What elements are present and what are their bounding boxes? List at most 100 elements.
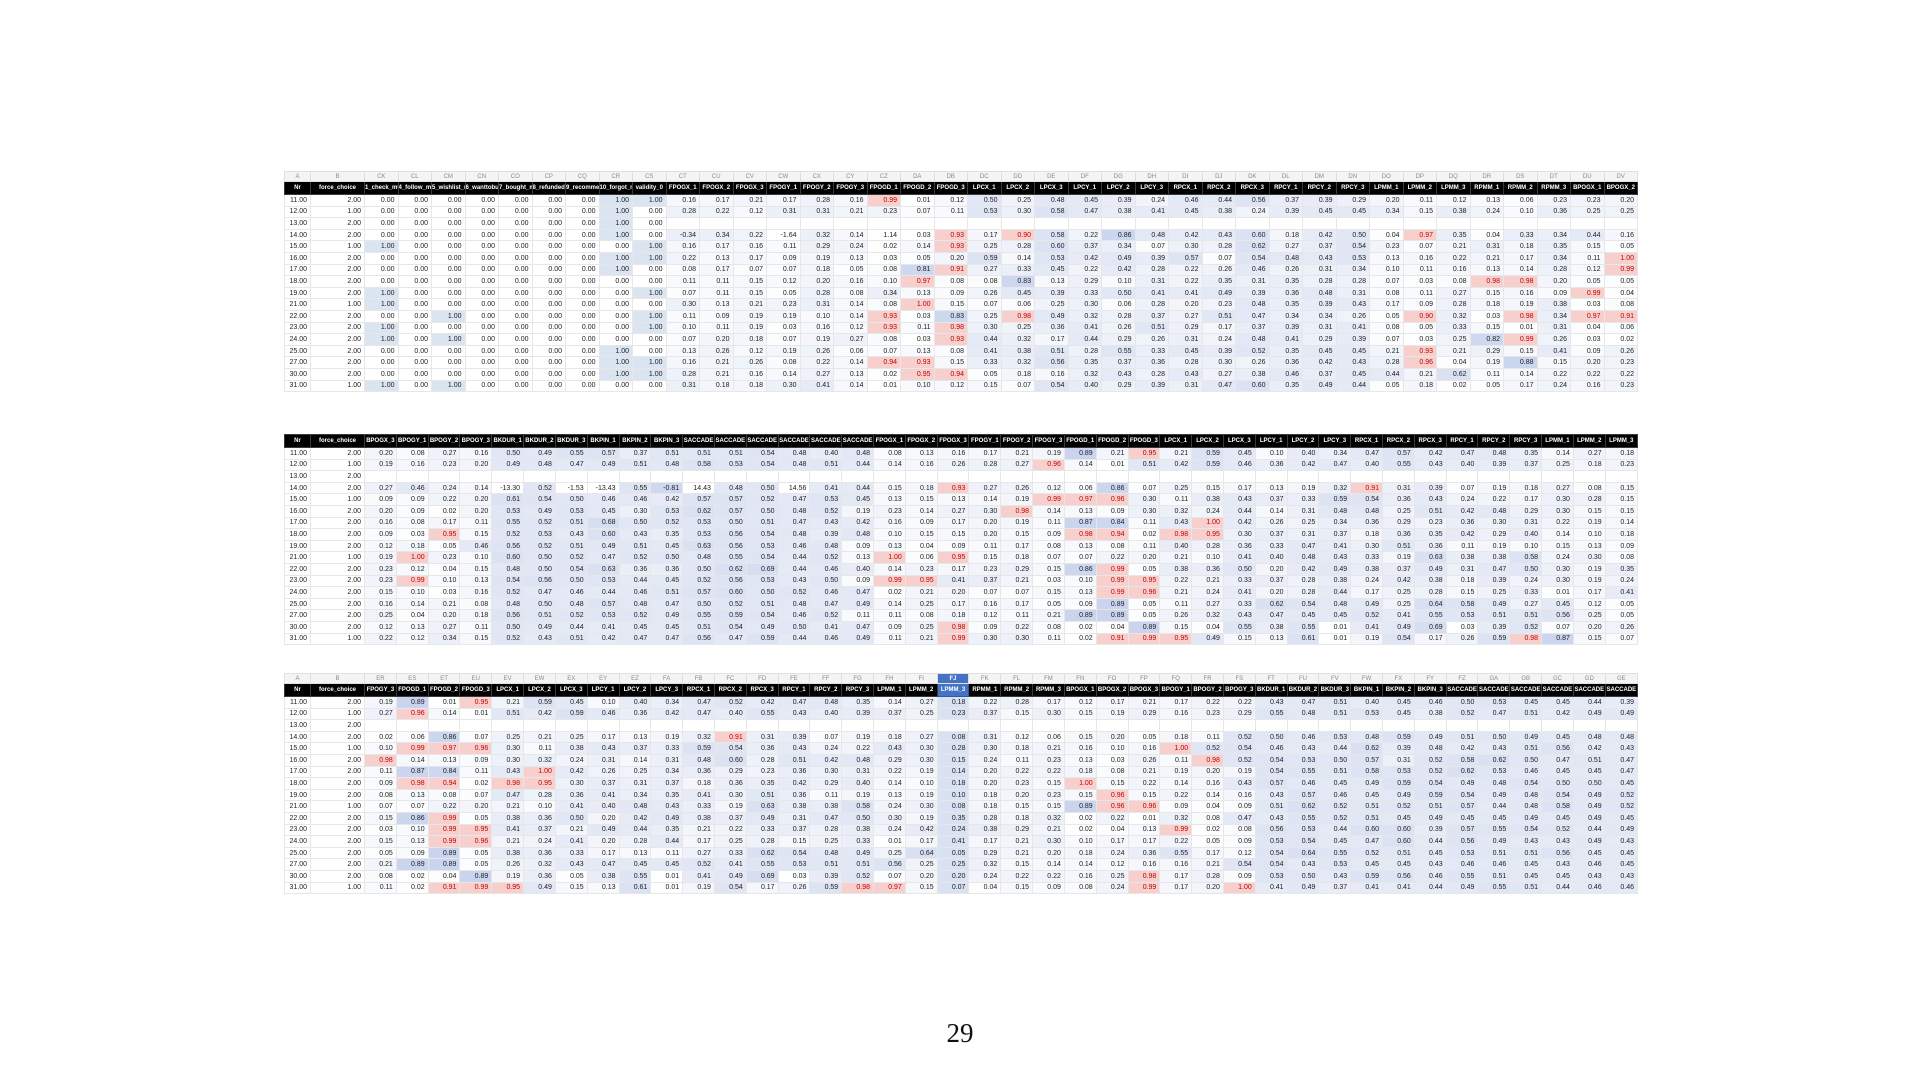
cell: 0.23: [364, 574, 397, 588]
cell: 0.24: [873, 800, 906, 813]
cell: 0.09: [1063, 597, 1097, 611]
cell: 0.38: [1201, 205, 1236, 219]
cell: 0.49: [491, 458, 525, 472]
cell: 0.43: [523, 632, 556, 646]
cell: 0.37: [777, 823, 811, 837]
cell: 0.11: [1000, 753, 1034, 767]
cell: 0.42: [586, 632, 620, 646]
column-letter: DV: [1603, 171, 1638, 182]
cell: 0.17: [1350, 586, 1383, 599]
table-row: 31.00 1.00 0.11 0.02 0.91 0.99 0.95 0.49 0.15 0.1…: [284, 881, 1639, 895]
cell: 0.57: [713, 493, 747, 506]
cell: 0.13: [1063, 753, 1097, 767]
column-header: LPCX_1: [1159, 434, 1193, 448]
cell: 0.35: [1201, 275, 1236, 288]
cell: 0.49: [1382, 620, 1415, 634]
cell: 0.21: [1436, 240, 1471, 253]
cell: 0.32: [968, 858, 1002, 871]
cell: 0.33: [1286, 493, 1320, 506]
column-header: RPCX_1: [1168, 181, 1203, 195]
cell: -1.64: [766, 228, 801, 242]
cell: 0.00: [632, 298, 667, 311]
cell: 0.53: [1445, 609, 1479, 622]
cell: 0.13: [873, 493, 906, 506]
row-number-cell: 21.00: [284, 800, 311, 813]
column-letter: DN: [1335, 171, 1370, 182]
cell: 0.45: [1509, 696, 1543, 709]
cell: 0.20: [968, 516, 1002, 530]
cell: 0.41: [1067, 321, 1102, 335]
cell: 0.42: [1286, 562, 1320, 576]
cell: [1604, 470, 1639, 483]
cell: [1541, 719, 1574, 732]
cell: 0.05: [1603, 240, 1638, 253]
cell: 0.19: [841, 730, 874, 744]
cell: 0.14: [1503, 263, 1538, 277]
cell: 0.30: [904, 742, 938, 755]
table-row: 22.00 2.00 0.15 0.86 0.99 0.05 0.38 0.36 0.50 0.2…: [284, 811, 1639, 825]
cell: 0.08: [904, 609, 938, 622]
cell: 0.25: [904, 858, 938, 871]
cell: 0.14: [873, 696, 906, 709]
column-header: 5_wishlist_mt: [431, 181, 466, 195]
column-header: RPCY_1: [1445, 434, 1479, 448]
cell: 0.51: [650, 586, 684, 599]
column-header: BKPIN_3: [650, 434, 684, 448]
column-letter: DF: [1067, 171, 1102, 182]
cell: 0.17: [699, 240, 734, 253]
table-row: 13.00 2.00: [284, 470, 1639, 483]
cell: 0.49: [523, 881, 556, 895]
cell: 0.18: [936, 609, 970, 622]
cell: 0.45: [1335, 344, 1370, 358]
cell: 0.45: [1477, 811, 1511, 825]
cell: 0.53: [777, 858, 811, 871]
cell: 0.14: [873, 597, 906, 611]
cell: 0.30: [1168, 240, 1203, 253]
cell: 0.07: [936, 881, 970, 895]
cell: 0.32: [523, 858, 556, 871]
row-number-cell: 30.00: [284, 620, 311, 634]
column-header: RPCY_3: [1335, 181, 1370, 195]
cell: 0.20: [364, 504, 397, 518]
cell: 0.34: [1101, 240, 1136, 253]
cell: 0.00: [498, 263, 533, 277]
cell: 0.48: [682, 753, 715, 767]
column-header: BPOGY_2: [1191, 683, 1224, 697]
column-letter: B: [310, 673, 365, 684]
cell: 0.63: [1413, 551, 1447, 564]
cell: 0.89: [1063, 447, 1097, 460]
cell: 0.10: [866, 275, 901, 288]
cell: 0.02: [1436, 379, 1471, 393]
cell: 0.00: [397, 356, 432, 369]
cell: 0.30: [1127, 504, 1161, 518]
cell: 0.43: [1101, 367, 1136, 381]
cell: [1095, 719, 1129, 732]
cell: 0.41: [554, 800, 588, 813]
cell: 0.96: [1127, 586, 1161, 599]
row-number-cell: 14.00: [284, 228, 311, 242]
force-choice-cell: 2.00: [310, 696, 365, 709]
cell: [586, 470, 620, 483]
cell: [665, 217, 700, 230]
cell: 0.81: [900, 263, 935, 277]
cell: [1034, 217, 1069, 230]
cell: 1.00: [598, 194, 633, 207]
cell: 0.05: [1191, 835, 1224, 848]
cell: 0.60: [713, 753, 747, 767]
cell: 0.44: [1570, 228, 1605, 242]
cell: 0.98: [1000, 309, 1035, 323]
cell: 0.28: [1067, 344, 1102, 358]
cell: 0.19: [904, 765, 938, 779]
cell: 0.28: [523, 788, 556, 802]
cell: 0.36: [777, 788, 811, 802]
cell: 0.89: [395, 696, 429, 709]
cell: 0.26: [586, 765, 620, 779]
cell: 0.52: [1445, 707, 1479, 721]
cell: 0.30: [1201, 356, 1236, 369]
cell: 0.54: [713, 620, 747, 634]
cell: 1.00: [632, 321, 667, 335]
cell: 0.04: [1191, 620, 1224, 634]
cell: [1268, 217, 1303, 230]
cell: 0.00: [598, 309, 633, 323]
cell: 0.49: [523, 447, 556, 460]
